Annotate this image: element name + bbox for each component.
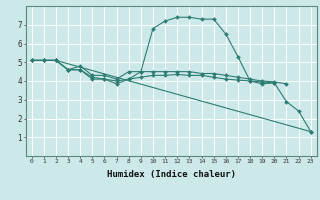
X-axis label: Humidex (Indice chaleur): Humidex (Indice chaleur)	[107, 170, 236, 179]
